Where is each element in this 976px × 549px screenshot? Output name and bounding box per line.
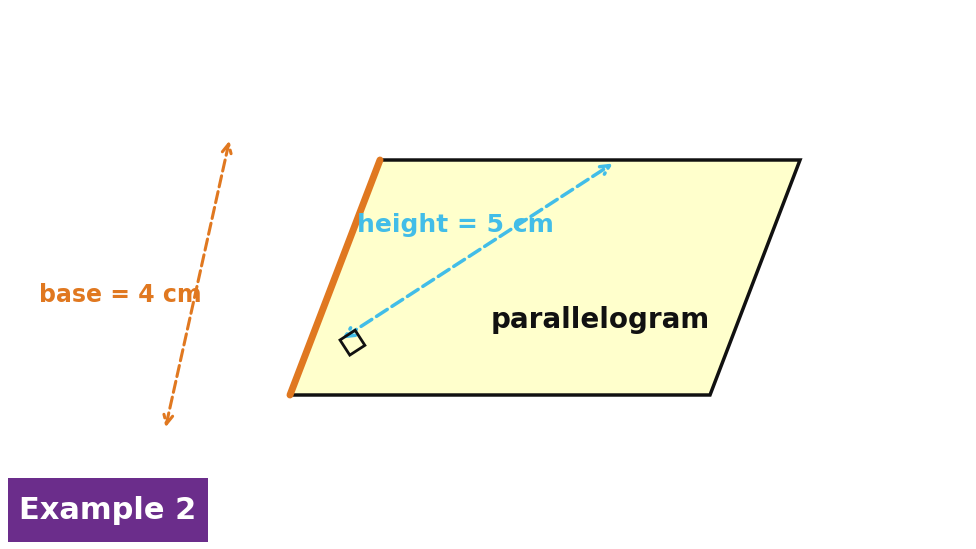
Polygon shape xyxy=(290,160,800,395)
Text: height = 5 cm: height = 5 cm xyxy=(356,213,553,237)
Text: Example 2: Example 2 xyxy=(20,496,196,524)
FancyBboxPatch shape xyxy=(8,478,208,542)
Text: parallelogram: parallelogram xyxy=(490,306,710,334)
Text: base = 4 cm: base = 4 cm xyxy=(39,283,201,307)
